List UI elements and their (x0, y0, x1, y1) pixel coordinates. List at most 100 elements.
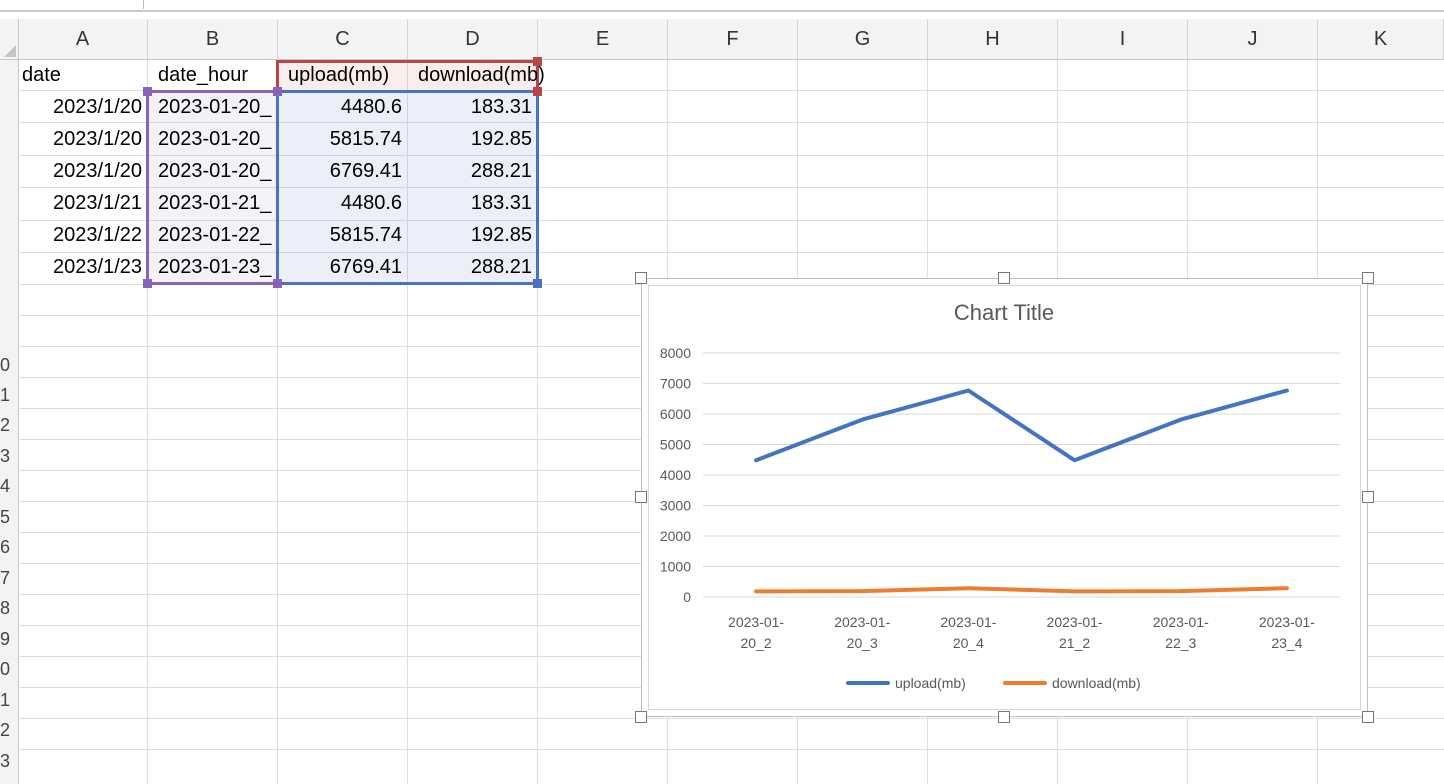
cell-c5[interactable]: 4480.6 (340, 192, 402, 214)
data-point (861, 590, 863, 592)
gridline (18, 90, 1444, 91)
cell-c6[interactable]: 5815.74 (329, 224, 402, 246)
row-header[interactable]: 1 (0, 690, 10, 710)
cell-b5[interactable]: 2023-01-21_ (158, 192, 272, 214)
cell-c2[interactable]: 4480.6 (340, 96, 402, 118)
y-tick-label: 2000 (660, 528, 691, 544)
y-tick-label: 3000 (660, 498, 691, 514)
cell-d5[interactable]: 183.31 (470, 192, 532, 214)
y-tick-label: 7000 (660, 376, 691, 392)
x-tick-label: 2023-01- (728, 614, 784, 630)
cell-d6[interactable]: 192.85 (470, 224, 532, 246)
cell-c4[interactable]: 6769.41 (329, 160, 402, 182)
x-tick-label: 2023-01- (1153, 614, 1209, 630)
chart-resize-handle-br[interactable] (1362, 711, 1374, 723)
range-handle[interactable] (143, 87, 152, 96)
gridline (537, 60, 538, 784)
chart-resize-handle-bl[interactable] (635, 711, 647, 723)
chart-resize-handle-tr[interactable] (1362, 272, 1374, 284)
column-header-d[interactable]: D (408, 19, 538, 59)
cell-c3[interactable]: 5815.74 (329, 128, 402, 150)
range-highlight-values (276, 90, 539, 285)
chart-resize-handle-r[interactable] (1362, 491, 1374, 503)
row-header[interactable]: 4 (0, 476, 10, 496)
cell-b6[interactable]: 2023-01-22_ (158, 224, 272, 246)
range-handle[interactable] (273, 87, 282, 96)
cell-a6[interactable]: 2023/1/22 (53, 224, 142, 246)
y-tick-label: 1000 (660, 559, 691, 575)
row-header[interactable]: 9 (0, 629, 10, 649)
x-tick-label: 22_3 (1165, 635, 1196, 651)
row-header[interactable]: 2 (0, 720, 10, 740)
column-header-e[interactable]: E (538, 19, 668, 59)
cell-b2[interactable]: 2023-01-20_ (158, 96, 272, 118)
chart-resize-handle-t[interactable] (998, 272, 1010, 284)
range-handle[interactable] (533, 87, 542, 96)
column-header-g[interactable]: G (798, 19, 928, 59)
cell-b7[interactable]: 2023-01-23_ (158, 256, 272, 278)
cell-c7[interactable]: 6769.41 (329, 256, 402, 278)
chart-resize-handle-b[interactable] (998, 711, 1010, 723)
gridline (18, 220, 1444, 221)
chart-object[interactable] (641, 278, 1368, 717)
x-tick-label: 2023-01- (940, 614, 996, 630)
cell-d1[interactable]: download(mb) (418, 64, 545, 86)
data-point (1180, 590, 1182, 592)
gridline (407, 60, 408, 784)
gridline (18, 252, 1444, 253)
gridline (18, 187, 1444, 188)
column-header-k[interactable]: K (1318, 19, 1444, 59)
column-header-c[interactable]: C (278, 19, 408, 59)
cell-d3[interactable]: 192.85 (470, 128, 532, 150)
row-header[interactable]: 0 (0, 659, 10, 679)
data-point (1180, 419, 1182, 421)
column-header-a[interactable]: A (18, 19, 148, 59)
x-tick-label: 2023-01- (1259, 614, 1315, 630)
row-header[interactable]: 6 (0, 537, 10, 557)
y-tick-label: 4000 (660, 467, 691, 483)
cell-b4[interactable]: 2023-01-20_ (158, 160, 272, 182)
column-header-h[interactable]: H (928, 19, 1058, 59)
data-point (755, 590, 757, 592)
cell-a1[interactable]: date (22, 64, 61, 86)
row-header[interactable]: 8 (0, 598, 10, 618)
cell-d4[interactable]: 288.21 (470, 160, 532, 182)
gridline (18, 155, 1444, 156)
formula-bar[interactable] (0, 0, 1444, 12)
column-header-j[interactable]: J (1188, 19, 1318, 59)
chart-resize-handle-tl[interactable] (635, 272, 647, 284)
row-header[interactable]: 3 (0, 751, 10, 771)
range-handle[interactable] (143, 279, 152, 288)
y-tick-label: 6000 (660, 406, 691, 422)
row-header[interactable]: 0 (0, 355, 10, 375)
cell-d2[interactable]: 183.31 (470, 96, 532, 118)
range-handle[interactable] (533, 57, 542, 66)
column-header-b[interactable]: B (148, 19, 278, 59)
data-point (967, 587, 969, 589)
cell-a5[interactable]: 2023/1/21 (53, 192, 142, 214)
cell-d7[interactable]: 288.21 (470, 256, 532, 278)
select-all-corner[interactable] (0, 19, 19, 60)
row-header[interactable]: 2 (0, 415, 10, 435)
cell-b3[interactable]: 2023-01-20_ (158, 128, 272, 150)
y-tick-label: 0 (683, 589, 691, 605)
row-header[interactable]: 1 (0, 385, 10, 405)
cell-a4[interactable]: 2023/1/20 (53, 160, 142, 182)
name-box[interactable] (0, 0, 144, 9)
gridline (277, 60, 278, 784)
column-header-f[interactable]: F (668, 19, 798, 59)
column-header-i[interactable]: I (1058, 19, 1188, 59)
line-chart[interactable]: Chart Title 0 1000 2000 3000 4000 5000 6000 7000… (648, 285, 1361, 710)
chart-resize-handle-l[interactable] (635, 491, 647, 503)
range-handle[interactable] (273, 279, 282, 288)
row-header[interactable]: 3 (0, 446, 10, 466)
cell-a3[interactable]: 2023/1/20 (53, 128, 142, 150)
cell-a7[interactable]: 2023/1/23 (53, 256, 142, 278)
cell-a2[interactable]: 2023/1/20 (53, 96, 142, 118)
cell-b1[interactable]: date_hour (158, 64, 249, 86)
cell-c1[interactable]: upload(mb) (288, 64, 390, 86)
row-header[interactable]: 7 (0, 568, 10, 588)
chart-title: Chart Title (954, 300, 1054, 325)
row-header[interactable]: 5 (0, 507, 10, 527)
range-handle[interactable] (533, 279, 542, 288)
